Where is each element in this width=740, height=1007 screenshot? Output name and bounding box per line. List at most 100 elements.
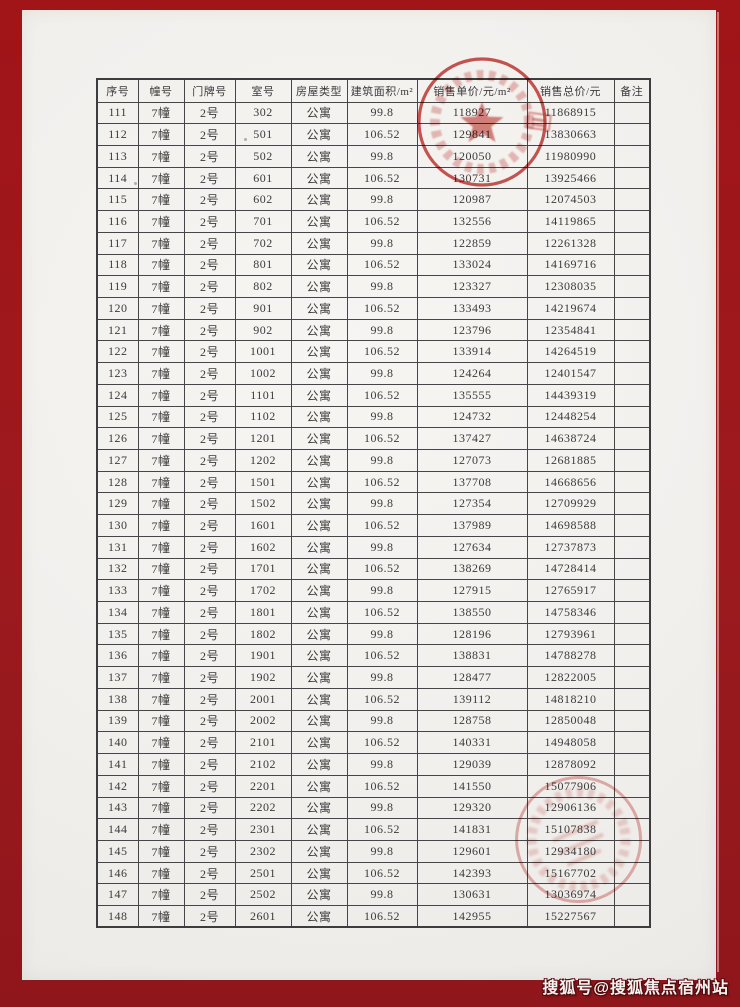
table-cell: 129841 <box>416 123 528 146</box>
table-cell: 公寓 <box>290 210 348 233</box>
table-cell: 128 <box>96 470 139 494</box>
table-cell: 2002 <box>234 709 292 733</box>
table-cell: 15077906 <box>526 774 615 798</box>
table-row: 117 7幢 2号 702 公寓 99.8 122859 12261328 <box>96 231 651 255</box>
table-cell: 137427 <box>416 427 528 450</box>
table-cell: 144 <box>96 818 139 841</box>
table-cell: 12822005 <box>526 666 615 689</box>
table-cell: 公寓 <box>290 861 348 885</box>
table-cell: 2号 <box>183 535 236 559</box>
table-cell: 99.8 <box>346 188 418 212</box>
table-cell: 128196 <box>416 622 528 646</box>
table-cell: 2号 <box>183 731 236 755</box>
table-cell: 14439319 <box>526 383 615 407</box>
table-cell: 120 <box>96 296 139 320</box>
table-cell <box>613 883 651 907</box>
table-cell: 2号 <box>183 709 236 733</box>
table-cell <box>613 449 651 472</box>
table-cell: 1601 <box>234 514 292 537</box>
table-cell: 公寓 <box>290 753 348 776</box>
table-cell: 114 <box>96 166 139 190</box>
table-cell: 12448254 <box>526 405 615 429</box>
table-cell: 99.8 <box>346 405 418 429</box>
table-cell: 7幢 <box>137 275 185 298</box>
table-cell: 117 <box>96 231 139 255</box>
table-cell: 2号 <box>183 253 236 277</box>
table-cell: 15227567 <box>526 905 615 928</box>
table-cell: 15107838 <box>526 818 615 841</box>
table-cell: 138269 <box>416 557 528 581</box>
table-row: 121 7幢 2号 902 公寓 99.8 123796 12354841 <box>96 318 651 342</box>
column-header-4: 室号 <box>234 78 292 103</box>
table-cell <box>613 774 651 798</box>
column-header-3: 门牌号 <box>183 78 236 103</box>
table-cell: 2301 <box>234 818 292 841</box>
table-cell: 公寓 <box>290 492 348 516</box>
table-cell: 137 <box>96 666 139 689</box>
table-cell: 公寓 <box>290 123 348 146</box>
table-cell: 公寓 <box>290 818 348 841</box>
table-cell: 12793961 <box>526 622 615 646</box>
table-cell: 14169716 <box>526 253 615 277</box>
column-header-9: 备注 <box>613 78 651 103</box>
table-cell <box>613 818 651 841</box>
table-cell: 12878092 <box>526 753 615 776</box>
table-row: 129 7幢 2号 1502 公寓 99.8 127354 12709929 <box>96 492 651 516</box>
table-row: 144 7幢 2号 2301 公寓 106.52 141831 15107838 <box>96 818 651 841</box>
table-cell: 123327 <box>416 275 528 298</box>
table-cell: 2101 <box>234 731 292 755</box>
table-cell: 140331 <box>416 731 528 755</box>
table-cell: 127073 <box>416 449 528 472</box>
table-cell: 106.52 <box>346 210 418 233</box>
table-cell: 公寓 <box>290 709 348 733</box>
table-cell: 公寓 <box>290 253 348 277</box>
table-cell: 146 <box>96 861 139 885</box>
table-cell: 124732 <box>416 405 528 429</box>
table-cell: 139 <box>96 709 139 733</box>
table-cell: 2号 <box>183 601 236 624</box>
table-cell <box>613 427 651 450</box>
table-row: 133 7幢 2号 1702 公寓 99.8 127915 12765917 <box>96 579 651 603</box>
table-cell: 801 <box>234 253 292 277</box>
table-cell: 139112 <box>416 687 528 711</box>
table-cell: 133024 <box>416 253 528 277</box>
table-row: 148 7幢 2号 2601 公寓 106.52 142955 15227567 <box>96 905 651 928</box>
table-cell <box>613 622 651 646</box>
table-cell <box>613 687 651 711</box>
table-cell: 99.8 <box>346 579 418 603</box>
table-cell: 134 <box>96 601 139 624</box>
table-cell: 106.52 <box>346 601 418 624</box>
table-cell: 14728414 <box>526 557 615 581</box>
table-cell <box>613 275 651 298</box>
table-cell: 公寓 <box>290 275 348 298</box>
table-cell: 502 <box>234 144 292 168</box>
table-cell: 公寓 <box>290 557 348 581</box>
table-cell: 14948058 <box>526 731 615 755</box>
table-cell: 1202 <box>234 449 292 472</box>
table-cell: 1701 <box>234 557 292 581</box>
table-cell: 1002 <box>234 362 292 385</box>
table-cell: 501 <box>234 123 292 146</box>
table-cell: 12765917 <box>526 579 615 603</box>
table-row: 119 7幢 2号 802 公寓 99.8 123327 12308035 <box>96 275 651 298</box>
table-cell: 120050 <box>416 144 528 168</box>
table-cell: 公寓 <box>290 188 348 212</box>
table-row: 114 7幢 2号 601 公寓 106.52 130731 13925466 <box>96 166 651 190</box>
table-cell: 130631 <box>416 883 528 907</box>
table-cell: 132556 <box>416 210 528 233</box>
table-cell: 2号 <box>183 210 236 233</box>
table-cell: 138550 <box>416 601 528 624</box>
table-cell: 11868915 <box>526 101 615 125</box>
table-row: 125 7幢 2号 1102 公寓 99.8 124732 12448254 <box>96 405 651 429</box>
table-cell: 1702 <box>234 579 292 603</box>
table-cell: 137708 <box>416 470 528 494</box>
table-cell: 118927 <box>416 101 528 125</box>
table-cell: 2号 <box>183 818 236 841</box>
table-row: 123 7幢 2号 1002 公寓 99.8 124264 12401547 <box>96 362 651 385</box>
table-cell: 106.52 <box>346 340 418 364</box>
table-cell: 2号 <box>183 362 236 385</box>
table-cell: 2号 <box>183 666 236 689</box>
table-cell: 142 <box>96 774 139 798</box>
table-cell: 12709929 <box>526 492 615 516</box>
